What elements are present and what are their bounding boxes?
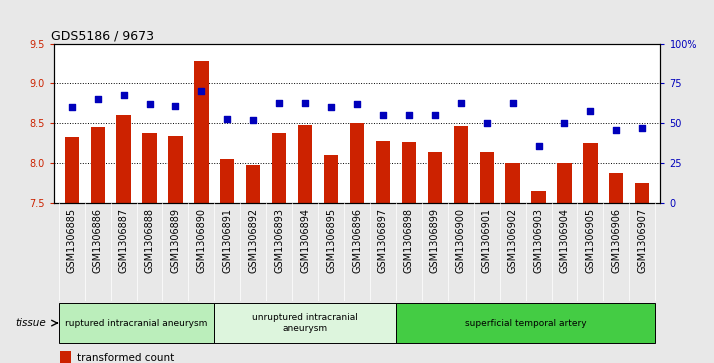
Point xyxy=(66,105,77,110)
Bar xyxy=(116,115,131,203)
Text: GDS5186 / 9673: GDS5186 / 9673 xyxy=(51,29,154,42)
Point xyxy=(221,116,233,122)
Point xyxy=(118,92,129,98)
Bar xyxy=(428,152,442,203)
Point xyxy=(507,100,518,106)
Text: GSM1306896: GSM1306896 xyxy=(352,208,362,273)
Point xyxy=(273,100,285,106)
Bar xyxy=(506,163,520,203)
Text: GSM1306899: GSM1306899 xyxy=(430,208,440,273)
Text: GSM1306898: GSM1306898 xyxy=(404,208,414,273)
Text: GSM1306895: GSM1306895 xyxy=(326,208,336,273)
Text: GSM1306885: GSM1306885 xyxy=(66,208,76,273)
Text: GSM1306900: GSM1306900 xyxy=(456,208,466,273)
Text: GSM1306890: GSM1306890 xyxy=(196,208,206,273)
Bar xyxy=(402,142,416,203)
Bar xyxy=(60,351,71,363)
Point xyxy=(196,89,207,94)
Bar xyxy=(350,123,364,203)
Point xyxy=(403,113,415,118)
Text: GSM1306904: GSM1306904 xyxy=(560,208,570,273)
Bar xyxy=(635,183,650,203)
Bar xyxy=(169,136,183,203)
Point xyxy=(559,121,570,126)
Text: superficial temporal artery: superficial temporal artery xyxy=(465,319,586,327)
Text: GSM1306901: GSM1306901 xyxy=(482,208,492,273)
Text: GSM1306891: GSM1306891 xyxy=(222,208,232,273)
Text: unruptured intracranial
aneurysm: unruptured intracranial aneurysm xyxy=(252,313,358,333)
Bar xyxy=(324,155,338,203)
Point xyxy=(248,117,259,123)
FancyBboxPatch shape xyxy=(214,303,396,343)
Text: GSM1306906: GSM1306906 xyxy=(611,208,621,273)
Point xyxy=(144,101,155,107)
Text: GSM1306893: GSM1306893 xyxy=(274,208,284,273)
Bar xyxy=(246,165,261,203)
Point xyxy=(299,100,311,106)
Text: GSM1306894: GSM1306894 xyxy=(300,208,310,273)
Bar xyxy=(220,159,234,203)
Bar xyxy=(272,133,286,203)
Text: GSM1306907: GSM1306907 xyxy=(638,208,648,273)
Text: GSM1306903: GSM1306903 xyxy=(533,208,543,273)
Point xyxy=(481,121,493,126)
Bar xyxy=(609,173,623,203)
Bar xyxy=(91,127,105,203)
Point xyxy=(585,108,596,114)
Text: ruptured intracranial aneurysm: ruptured intracranial aneurysm xyxy=(66,319,208,327)
Point xyxy=(92,97,104,102)
Text: GSM1306905: GSM1306905 xyxy=(585,208,595,273)
Bar xyxy=(558,163,572,203)
Text: GSM1306892: GSM1306892 xyxy=(248,208,258,273)
Point xyxy=(377,113,388,118)
FancyBboxPatch shape xyxy=(396,303,655,343)
Bar xyxy=(64,137,79,203)
Text: GSM1306888: GSM1306888 xyxy=(144,208,154,273)
Text: tissue: tissue xyxy=(16,318,46,328)
Text: GSM1306886: GSM1306886 xyxy=(93,208,103,273)
Bar xyxy=(142,133,156,203)
Point xyxy=(533,143,544,149)
Text: transformed count: transformed count xyxy=(76,353,174,363)
Point xyxy=(637,125,648,131)
Point xyxy=(429,113,441,118)
Bar xyxy=(453,126,468,203)
Bar xyxy=(298,125,312,203)
Text: GSM1306889: GSM1306889 xyxy=(171,208,181,273)
Bar xyxy=(480,152,494,203)
Point xyxy=(170,103,181,109)
FancyBboxPatch shape xyxy=(59,303,214,343)
Text: GSM1306897: GSM1306897 xyxy=(378,208,388,273)
Point xyxy=(351,101,363,107)
Text: GSM1306887: GSM1306887 xyxy=(119,208,129,273)
Bar xyxy=(376,141,390,203)
Text: GSM1306902: GSM1306902 xyxy=(508,208,518,273)
Bar xyxy=(531,191,545,203)
Point xyxy=(455,100,466,106)
Bar xyxy=(194,61,208,203)
Bar xyxy=(583,143,598,203)
Point xyxy=(610,127,622,133)
Point xyxy=(326,105,337,110)
